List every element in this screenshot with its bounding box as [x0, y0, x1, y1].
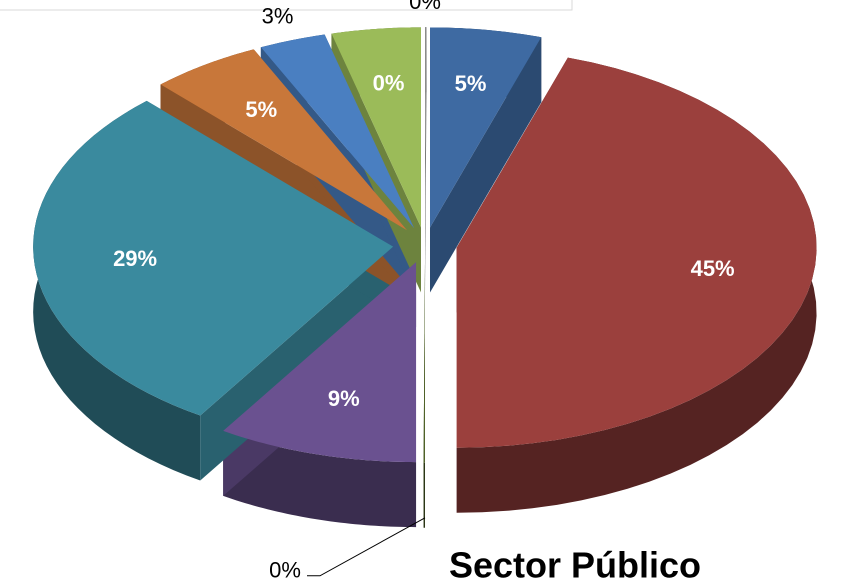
slice [425, 27, 427, 228]
slice-side [423, 462, 425, 528]
chart-title: Sector Público [449, 545, 701, 586]
data-label: 45% [691, 256, 735, 281]
slice [430, 27, 542, 228]
data-label: 0% [373, 70, 405, 95]
data-label: 5% [455, 71, 487, 96]
data-label: 5% [245, 97, 277, 122]
data-label: 9% [328, 386, 360, 411]
slice [423, 262, 425, 463]
slice [33, 100, 394, 416]
slice [331, 27, 421, 228]
data-label: 29% [113, 246, 157, 271]
slice-wall [430, 37, 542, 293]
frame-edge [0, 0, 573, 11]
slice-wall [425, 27, 427, 293]
slice [260, 34, 415, 229]
slice [223, 262, 417, 463]
slice-side [223, 430, 417, 528]
data-label: 0% [269, 558, 301, 583]
data-label: 0% [409, 0, 441, 14]
leader-line [307, 517, 426, 577]
slice-tops [33, 27, 817, 463]
slice [160, 49, 408, 231]
data-label: 3% [262, 3, 294, 28]
slice [456, 57, 817, 448]
